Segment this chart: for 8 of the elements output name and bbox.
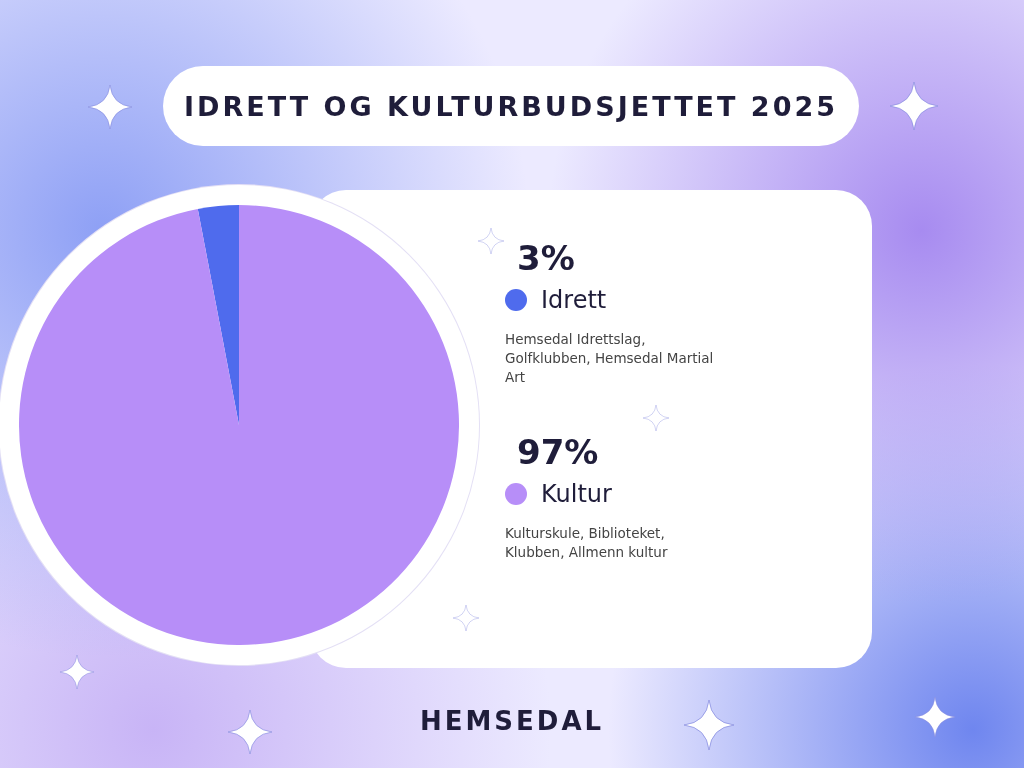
legend-label: Idrett — [541, 286, 607, 314]
data-label: 97% — [517, 432, 600, 472]
text: Hemsedal Idrettslag, Golfklubben, Hemsedal Martial Art — [505, 330, 715, 387]
text: HEMSEDAL — [418, 706, 606, 736]
text: Kulturskule, Biblioteket, Klubben, Allmenn kultur — [505, 524, 669, 562]
legend-label: Kultur — [541, 480, 612, 508]
data-label: 3% — [517, 238, 576, 278]
chart-title: IDRETT OG KULTURBUDSJETTET 2025 — [163, 66, 859, 146]
